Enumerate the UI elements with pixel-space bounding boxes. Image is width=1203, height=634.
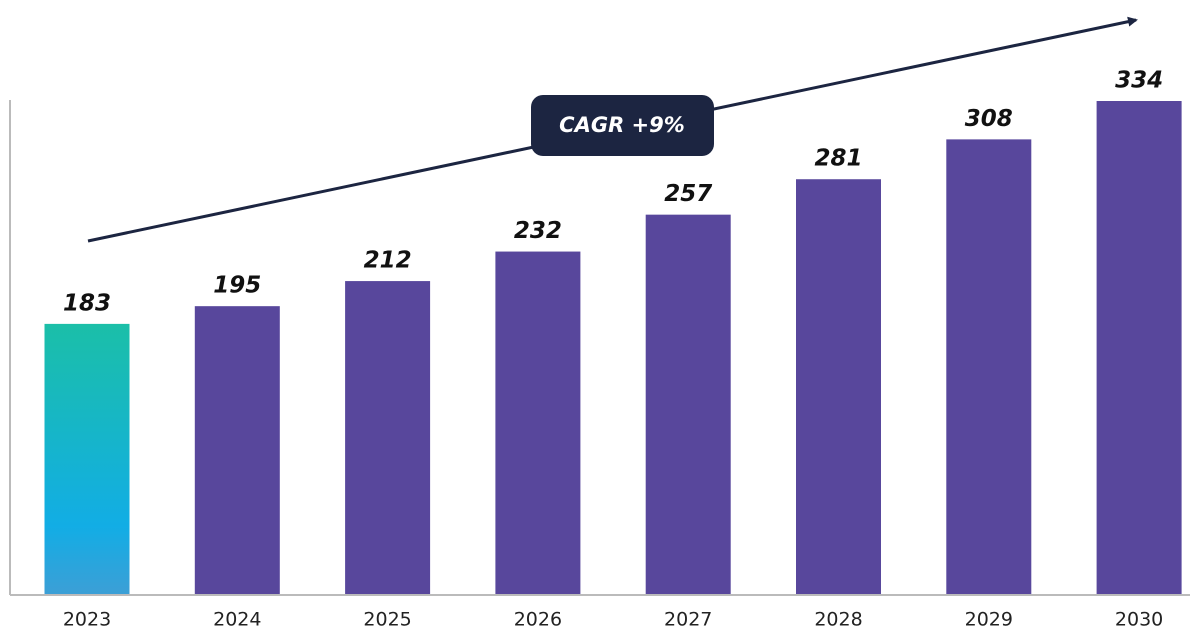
value-label: 308 — [965, 106, 1013, 132]
x-tick-label: 2027 — [664, 609, 712, 631]
x-tick-label: 2025 — [363, 609, 411, 631]
bar — [44, 323, 130, 594]
value-label: 232 — [514, 218, 562, 244]
x-tick-label: 2024 — [213, 609, 261, 631]
bar — [796, 179, 881, 595]
value-label: 334 — [1115, 68, 1163, 94]
x-tick-label: 2026 — [514, 609, 562, 631]
bar — [495, 251, 581, 594]
bar — [345, 281, 431, 594]
value-label: 195 — [213, 273, 261, 299]
bar — [645, 214, 731, 594]
bar — [194, 306, 280, 594]
x-tick-label: 2023 — [63, 609, 111, 631]
value-label: 281 — [814, 146, 862, 172]
value-label: 183 — [63, 290, 111, 316]
annotation-box — [531, 95, 714, 156]
value-label: 212 — [364, 248, 412, 274]
value-label: 257 — [664, 181, 712, 207]
annotation: CAGR +9% — [559, 113, 685, 137]
x-tick-label: 2028 — [814, 609, 862, 631]
x-tick-label: 2029 — [965, 609, 1013, 631]
bar — [1096, 101, 1182, 594]
bar — [946, 139, 1032, 594]
x-tick-label: 2030 — [1115, 609, 1163, 631]
